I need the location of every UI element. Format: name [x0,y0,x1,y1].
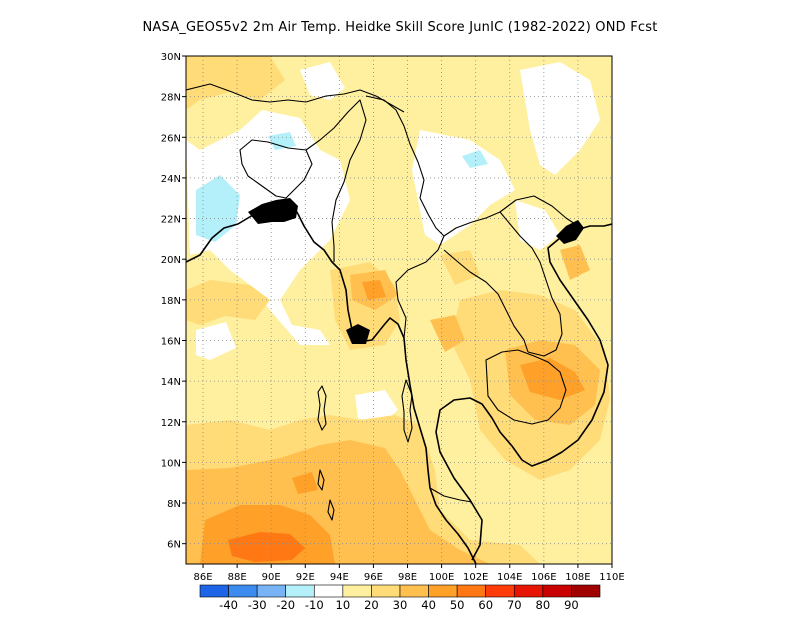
colorbar-label: -10 [305,598,324,612]
colorbar-label: -40 [219,598,238,612]
colorbar-swatch [456,584,487,598]
skill-score-shading [186,56,612,564]
colorbar-label: -30 [248,598,267,612]
region-blue-west [196,175,240,242]
colorbar-label: 30 [393,598,408,612]
border-myanmar-china [365,95,445,237]
x-tick-label: 86E [194,572,213,583]
border-india-china [186,83,405,113]
region-deeporange-south [228,532,305,562]
colorbar-swatch [542,584,572,598]
region-yellow-laos [440,250,480,285]
region-white-yunnan [412,130,515,245]
axis-ticks: 86E 88E 90E 92E 94E 96E 98E 100E 102E 104E 106E 108… [161,52,625,583]
plot-frame [185,55,613,565]
x-tick-label: 98E [398,572,417,583]
region-blue-east [462,150,488,168]
colorbar-swatch [228,584,258,598]
x-tick-label: 104E [497,572,522,583]
x-tick-label: 96E [364,572,383,583]
y-tick-label: 26N [161,133,181,144]
region-yellow-west [186,280,270,325]
border-thailand-laos [443,249,529,353]
andaman-islands [317,385,327,431]
colorbar-label: 50 [450,598,465,612]
x-tick-label: 92E [296,572,315,583]
colorbar-label: 60 [478,598,493,612]
y-tick-label: 28N [161,93,181,104]
x-tick-label: 108E [565,572,590,583]
region-white-southwest [196,322,236,360]
mergui-archipelago [401,379,413,443]
x-tick-label: 100E [429,572,454,583]
colorbar-swatch [285,584,315,598]
colorbar-label: 70 [507,598,522,612]
y-tick-label: 20N [161,255,181,266]
colorbar-swatch [513,584,544,598]
x-tick-label: 106E [531,572,556,583]
border-vietnam-china [499,195,579,227]
coastlines-and-borders [186,83,612,564]
colorbar-swatch [485,584,515,598]
colorbar-swatch [371,584,401,598]
x-tick-label: 110E [599,572,624,583]
colorbar-label: 10 [336,598,351,612]
region-white-bay [186,110,350,345]
nicobar-islands [317,469,335,521]
y-tick-label: 6N [167,540,181,551]
y-tick-label: 18N [161,296,181,307]
y-tick-label: 8N [167,499,181,510]
colorbar-swatch [313,584,344,598]
y-tick-label: 14N [161,377,181,388]
colorbar: -40 -30 -20 -10 10 20 30 40 50 60 70 80 90 [199,584,601,612]
colorbar-swatch [399,584,429,598]
colorbar-swatch [571,584,601,598]
region-lightorange-east [560,245,590,280]
border-cambodia [485,349,567,425]
lat-lon-grid [186,56,612,564]
colorbar-swatch [199,584,229,598]
region-white-ne [520,62,600,175]
colorbar-swatch [428,584,458,598]
y-tick-label: 22N [161,215,181,226]
x-tick-label: 90E [262,572,281,583]
border-thai-malay [429,487,473,503]
coastline-gulf-of-thailand [435,223,612,561]
colorbar-label: 20 [364,598,379,612]
region-blue-north [268,132,296,150]
border-india-myanmar [305,99,367,262]
x-tick-label: 102E [463,572,488,583]
colorbar-label: 90 [564,598,579,612]
y-tick-label: 12N [161,418,181,429]
border-laos [443,211,563,357]
y-tick-label: 16N [161,336,181,347]
region-orange-india [292,472,318,494]
colorbar-label: -20 [276,598,295,612]
irrawaddy-delta [346,324,370,344]
x-tick-label: 94E [330,572,349,583]
colorbar-label: 40 [421,598,436,612]
colorbar-label: 80 [536,598,551,612]
region-orange-myanmar [362,280,386,300]
region-orange-cambodia [520,358,585,400]
border-myanmar-thailand [395,235,445,339]
gulf-of-tonkin-coast [556,220,584,244]
ganges-delta [248,198,298,224]
region-white-tibet [300,62,345,100]
border-bangladesh [239,139,313,199]
y-tick-label: 30N [161,52,181,63]
y-tick-label: 10N [161,458,181,469]
colorbar-swatch [256,584,287,598]
x-tick-label: 88E [228,572,247,583]
y-tick-label: 24N [161,174,181,185]
colorbar-swatch [342,584,372,598]
region-lightorange-thailand [430,315,465,352]
region-white-east [515,200,560,250]
plot-area: 86E 88E 90E 92E 94E 96E 98E 100E 102E 104E 106E 108… [161,52,625,583]
map-title: NASA_GEOS5v2 2m Air Temp. Heidke Skill S… [142,20,658,35]
